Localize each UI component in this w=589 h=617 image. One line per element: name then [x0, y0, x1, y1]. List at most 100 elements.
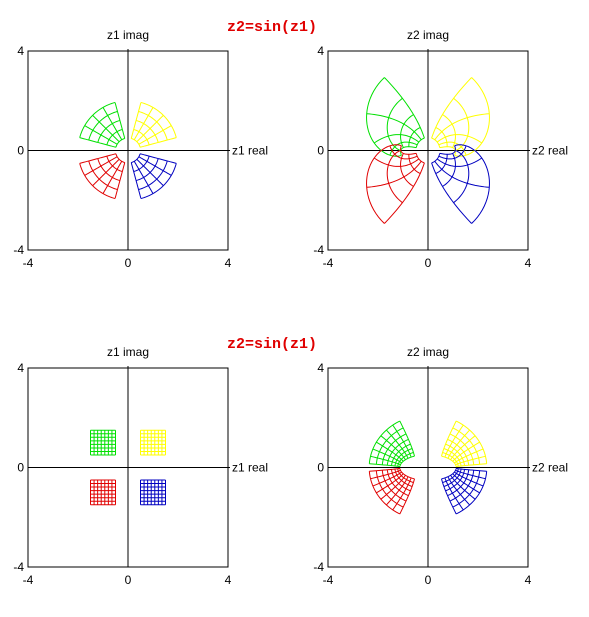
mesh-curve-q2 [102, 107, 123, 140]
mesh-curve-q3 [375, 470, 404, 508]
tick-label-y-zero: 0 [317, 461, 324, 475]
mesh-curve-q2 [373, 134, 420, 144]
mesh-curve-q4 [445, 469, 465, 492]
mesh-curve-q2 [369, 463, 400, 468]
mesh-curve-q3 [399, 468, 415, 480]
panel-bottom-right: z2 imag z2 real 4 0 -4-4 0 4 [313, 345, 568, 587]
mesh-curve-q3 [79, 153, 117, 164]
tick-label-y-max: 4 [317, 361, 324, 375]
tick-label-x-max: 4 [525, 573, 532, 587]
mesh-curve-q2 [394, 448, 413, 467]
mesh-curve-q1 [130, 102, 142, 139]
mesh-curve-q1 [447, 429, 470, 459]
mesh-curve-q1 [452, 441, 480, 462]
tick-label-x-max: 4 [225, 256, 232, 270]
x-axis-label: z1 real [232, 461, 268, 475]
mesh-curve-q3 [400, 145, 417, 155]
mesh-curve-q2 [381, 433, 407, 465]
mesh-curve-q2 [380, 435, 406, 461]
mesh-curve-q1 [454, 448, 484, 464]
mesh-curve-q4 [447, 476, 470, 506]
mesh-curve-q1 [455, 455, 486, 466]
mesh-curve-q4 [138, 156, 172, 176]
mesh-curve-q4 [431, 153, 441, 164]
mesh-curve-q2 [391, 443, 411, 466]
mesh-curve-q2 [400, 146, 417, 156]
tick-label-x-zero: 0 [125, 573, 132, 587]
tick-label-x-min: -4 [323, 256, 334, 270]
mesh-curve-q4 [130, 162, 142, 199]
mesh-curve-q3 [84, 156, 118, 176]
tick-label-x-min: -4 [23, 256, 34, 270]
tick-label-x-min: -4 [323, 573, 334, 587]
mesh-curve-q3 [380, 474, 406, 500]
mesh-curve-q2 [375, 427, 404, 465]
mesh-curve-q1 [434, 113, 490, 141]
tick-label-y-min: -4 [13, 243, 24, 257]
mesh-curve-q4 [452, 470, 481, 508]
mesh-curve-q1 [447, 438, 470, 466]
mesh-curve-q4 [454, 471, 484, 487]
mesh-curve-q4 [450, 474, 476, 500]
y-axis-label: z2 imag [407, 345, 449, 359]
mesh-curve-q2 [368, 420, 401, 464]
mesh-curve-q2 [114, 102, 126, 139]
mesh-curve-q2 [366, 113, 422, 141]
mesh-curve-q1 [441, 420, 457, 457]
tick-label-y-min: -4 [313, 560, 324, 574]
tick-label-y-zero: 0 [17, 461, 24, 475]
mesh-layer [366, 77, 490, 224]
mesh-curve-q2 [399, 455, 415, 467]
mesh-curve-q1 [431, 77, 472, 139]
mesh-curve-q4 [455, 469, 486, 480]
title-bottom: z2=sin(z1) [227, 336, 317, 353]
mesh-curve-q3 [373, 157, 420, 167]
mesh-curve-q3 [368, 471, 401, 515]
mesh-curve-q2 [386, 429, 409, 459]
mesh-curve-q4 [447, 469, 470, 497]
mesh-curve-q1 [443, 448, 462, 467]
mesh-curve-q2 [384, 77, 425, 139]
mesh-curve-q4 [444, 477, 464, 511]
mesh-curve-q2 [372, 448, 402, 464]
mesh-curve-q3 [386, 469, 409, 497]
mesh-curve-q2 [84, 125, 118, 145]
mesh-curve-q4 [136, 158, 164, 187]
mesh-curve-q1 [436, 134, 483, 144]
mesh-curve-q1 [133, 107, 154, 140]
mesh-curve-q3 [391, 469, 411, 492]
mesh-curve-q1 [138, 125, 172, 145]
mesh-curve-q2 [370, 455, 401, 466]
tick-label-y-min: -4 [313, 243, 324, 257]
mesh-curve-q1 [445, 443, 465, 466]
mesh-curve-q4 [449, 470, 475, 502]
mesh-curve-q1 [456, 463, 487, 468]
mesh-curve-q3 [102, 161, 123, 194]
mesh-curve-q1 [438, 141, 467, 156]
y-axis-label: z2 imag [407, 28, 449, 42]
mesh-curve-q4 [441, 478, 457, 515]
mesh-curve-q4 [452, 473, 480, 494]
mesh-curve-q1 [431, 137, 441, 148]
mesh-layer [90, 429, 166, 506]
mesh-curve-q2 [399, 420, 415, 457]
mesh-curve-q1 [441, 455, 457, 467]
mesh-curve-q3 [399, 478, 415, 515]
mesh-curve-q4 [443, 468, 462, 487]
mesh-curve-q3 [369, 467, 400, 472]
mesh-curve-q3 [386, 476, 409, 506]
y-axis-label: z1 imag [107, 345, 149, 359]
mesh-curve-q1 [139, 137, 177, 148]
mesh-curve-q3 [415, 153, 425, 164]
mesh-curve-q4 [456, 467, 487, 472]
mesh-curve-q4 [441, 468, 457, 480]
tick-label-y-min: -4 [13, 560, 24, 574]
title-top: z2=sin(z1) [227, 19, 317, 36]
x-axis-label: z2 real [532, 144, 568, 158]
mesh-curve-q3 [389, 145, 418, 160]
tick-label-y-max: 4 [17, 361, 24, 375]
mesh-curve-q4 [436, 157, 483, 167]
mesh-curve-q2 [389, 141, 418, 156]
